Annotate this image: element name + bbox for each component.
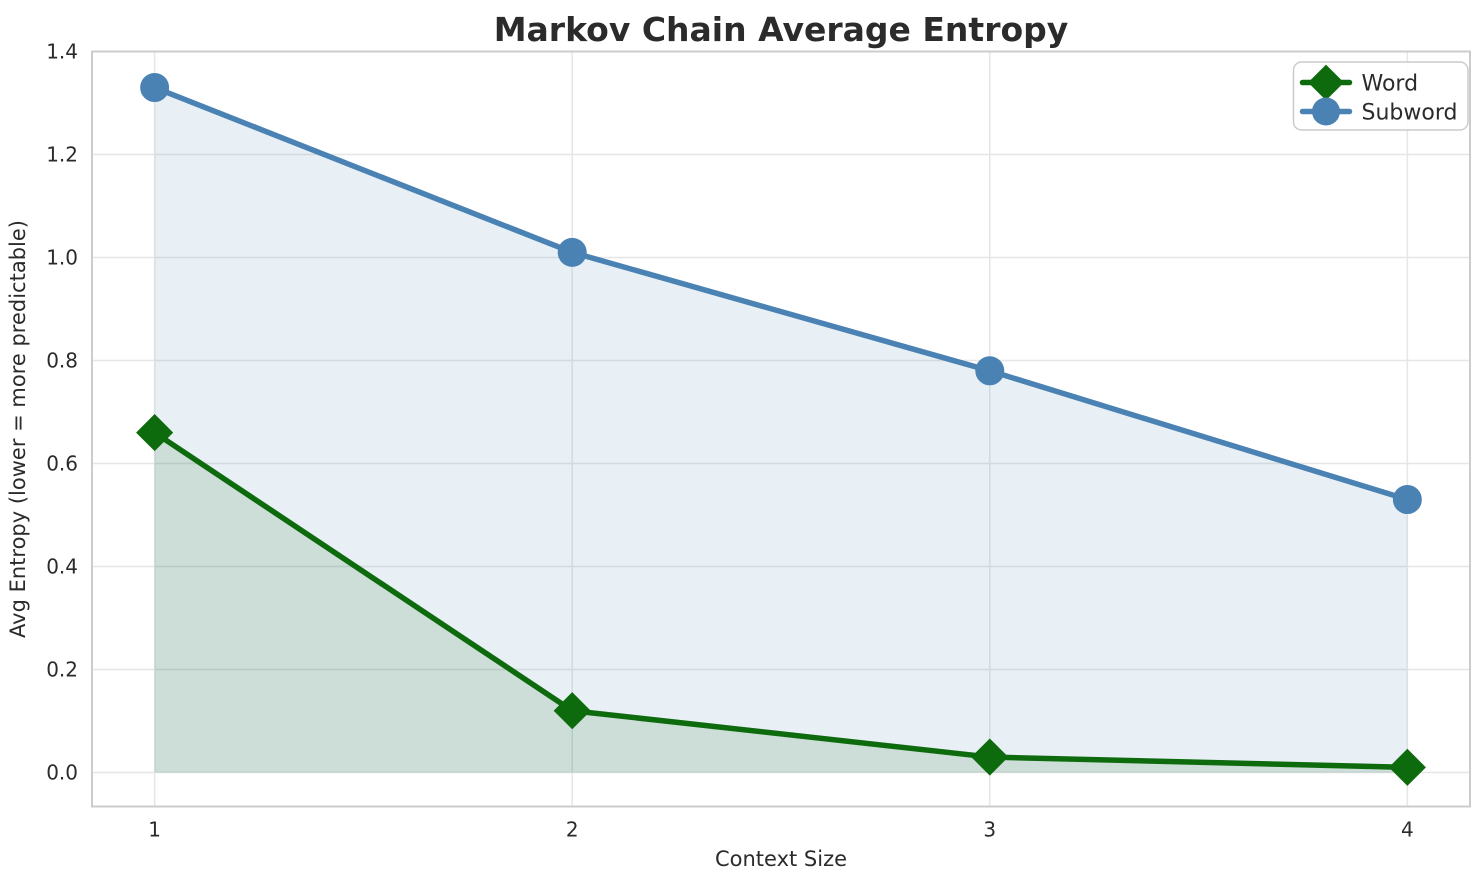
y-tick-label: 0.2	[46, 658, 78, 682]
y-tick-label: 1.0	[46, 246, 78, 270]
y-tick-label: 1.2	[46, 143, 78, 167]
data-point-word-x2	[553, 692, 591, 730]
x-tick-label: 3	[983, 818, 996, 842]
data-point-subword-x2	[557, 237, 587, 267]
legend-label-subword: Subword	[1362, 101, 1458, 126]
line-subword	[151, 84, 1411, 503]
y-tick-labels: 0.0 0.2 0.4 0.6 0.8 1.0 1.2 1.4	[46, 40, 78, 785]
data-point-subword-x1	[140, 73, 170, 103]
x-tick-labels: 1 2 3 4	[148, 818, 1413, 842]
data-point-word-x3	[971, 738, 1009, 776]
legend-label-word: Word	[1362, 72, 1419, 97]
y-axis-label: Avg Entropy (lower = more predictable)	[6, 220, 30, 638]
data-point-word-x4	[1388, 748, 1426, 786]
y-tick-label: 0.8	[46, 349, 78, 373]
y-tick-label: 0.6	[46, 452, 78, 476]
x-tick-label: 2	[566, 818, 579, 842]
legend-marker-subword	[1312, 97, 1340, 126]
x-tick-label: 1	[148, 818, 161, 842]
data-point-word-x1	[136, 414, 174, 452]
area-fill-subword	[154, 87, 1408, 773]
plot-border	[91, 50, 1471, 808]
data-point-subword-x4	[1392, 485, 1422, 515]
chart-title: Markov Chain Average Entropy	[494, 10, 1069, 49]
x-axis-label: Context Size	[715, 847, 847, 871]
area-fill-word	[154, 432, 1408, 773]
legend: Word Subword	[1292, 61, 1469, 131]
x-tick-label: 4	[1401, 818, 1414, 842]
data-point-subword-x3	[975, 356, 1005, 386]
legend-marker-word	[1308, 64, 1344, 101]
data-lines	[151, 84, 1411, 771]
data-markers	[136, 73, 1426, 786]
y-tick-label: 1.4	[46, 40, 78, 64]
line-word	[151, 429, 1411, 771]
y-tick-label: 0.4	[46, 555, 78, 579]
area-fills	[154, 87, 1408, 773]
y-tick-label: 0.0	[46, 761, 78, 785]
